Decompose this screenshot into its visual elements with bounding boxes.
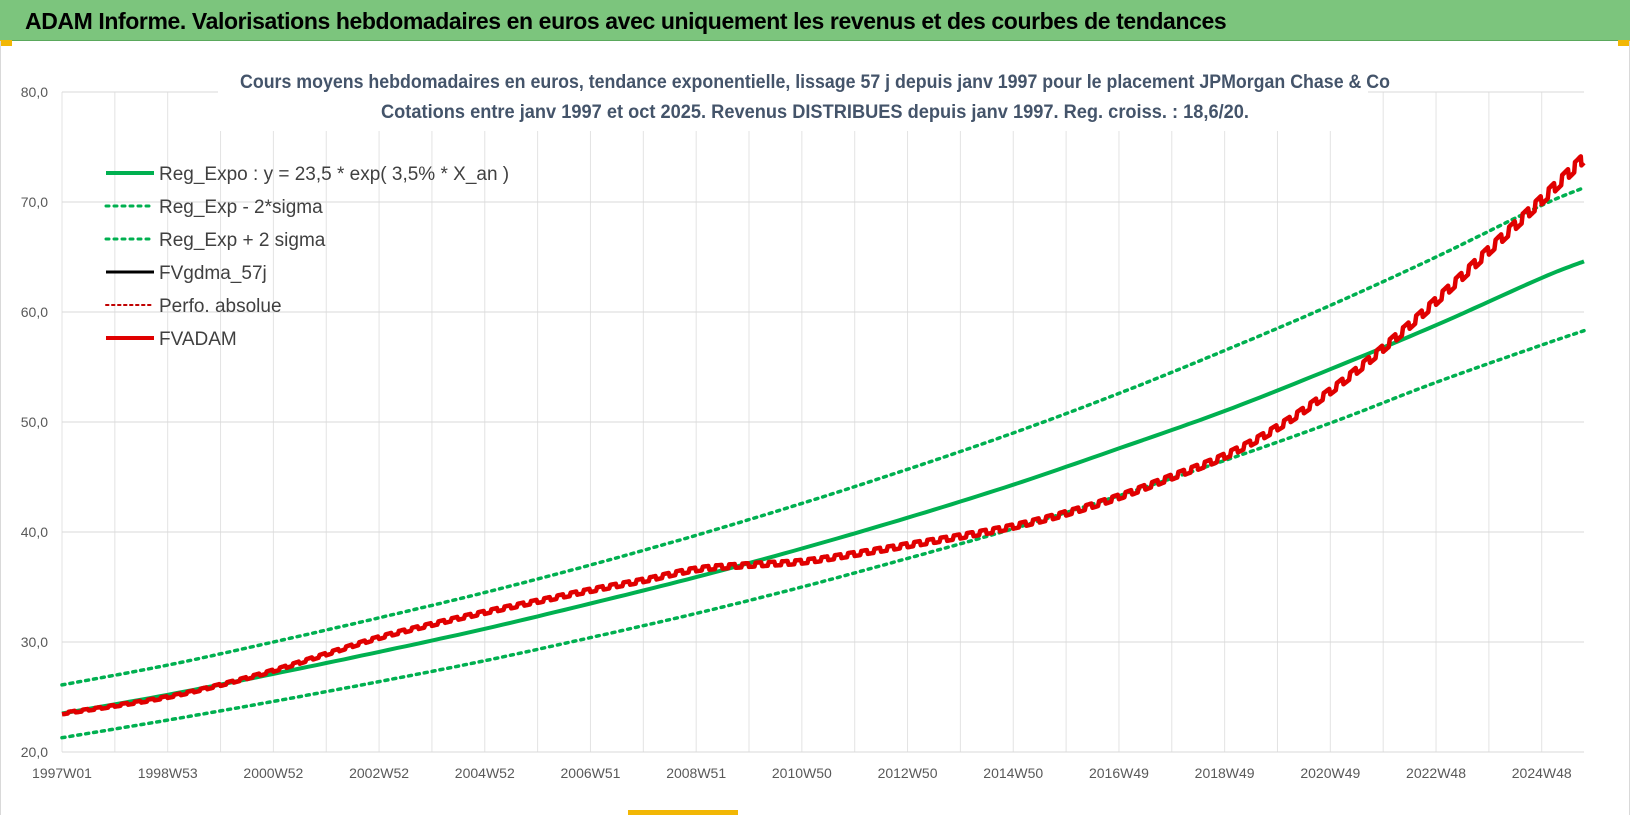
chart-title-background [218, 63, 1368, 131]
x-tick-label: 2022W48 [1406, 765, 1466, 781]
chart-legend: Reg_Expo : y = 23,5 * exp( 3,5% * X_an )… [104, 164, 509, 350]
x-tick-label: 2002W52 [349, 765, 409, 781]
legend-fvgdma-57j-label: FVgdma_57j [159, 263, 267, 284]
legend-reg-exp-plus-2sigma-label: Reg_Exp + 2 sigma [159, 230, 326, 251]
x-tick-label: 2014W50 [983, 765, 1043, 781]
chart-title-line-2: Cotations entre janv 1997 et oct 2025. R… [381, 102, 1249, 123]
x-axis-ticks: 1997W01 1998W53 2000W52 2002W52 2004W52 2006W… [32, 765, 1572, 781]
reg-expo-line [61, 259, 1585, 716]
x-tick-label: 2024W48 [1512, 765, 1572, 781]
legend-perfo-absolue-label: Perfo. absolue [159, 296, 282, 317]
x-tick-label: 2008W51 [666, 765, 726, 781]
corner-accent-left [0, 40, 12, 46]
grid-lines [61, 91, 1584, 753]
y-axis-ticks: 20,0 30,0 40,0 50,0 60,0 70,0 80,0 [21, 84, 48, 760]
bottom-accent [628, 810, 738, 815]
legend-fvadam-label: FVADAM [159, 329, 237, 350]
y-tick-label: 60,0 [21, 304, 48, 320]
y-tick-label: 80,0 [21, 84, 48, 100]
y-tick-label: 70,0 [21, 194, 48, 210]
x-tick-label: 1997W01 [32, 765, 92, 781]
y-tick-label: 40,0 [21, 524, 48, 540]
legend-reg-expo-label: Reg_Expo : y = 23,5 * exp( 3,5% * X_an ) [159, 164, 509, 185]
x-tick-label: 2010W50 [772, 765, 832, 781]
x-tick-label: 2012W50 [878, 765, 938, 781]
x-tick-label: 2020W49 [1300, 765, 1360, 781]
x-tick-label: 2018W49 [1195, 765, 1255, 781]
reg-exp-plus-2sigma-line [60, 185, 1586, 687]
legend-reg-exp-minus-2sigma-label: Reg_Exp - 2*sigma [159, 197, 323, 218]
x-tick-label: 2004W52 [455, 765, 515, 781]
x-tick-label: 2016W49 [1089, 765, 1149, 781]
corner-accent-right [1618, 40, 1630, 46]
report-title: ADAM Informe. Valorisations hebdomadaire… [25, 8, 1227, 34]
report-banner: ADAM Informe. Valorisations hebdomadaire… [0, 0, 1630, 41]
chart-title-line-1: Cours moyens hebdomadaires en euros, ten… [240, 72, 1390, 93]
x-tick-label: 1998W53 [138, 765, 198, 781]
y-tick-label: 30,0 [21, 634, 48, 650]
x-tick-label: 2000W52 [243, 765, 303, 781]
y-tick-label: 20,0 [21, 744, 48, 760]
reg-exp-minus-2sigma-line [60, 328, 1586, 740]
x-tick-label: 2006W51 [561, 765, 621, 781]
y-tick-label: 50,0 [21, 414, 48, 430]
fvadam-line [60, 154, 1586, 717]
chart-title-box: Cours moyens hebdomadaires en euros, ten… [218, 63, 1390, 131]
plot-area [60, 154, 1586, 740]
